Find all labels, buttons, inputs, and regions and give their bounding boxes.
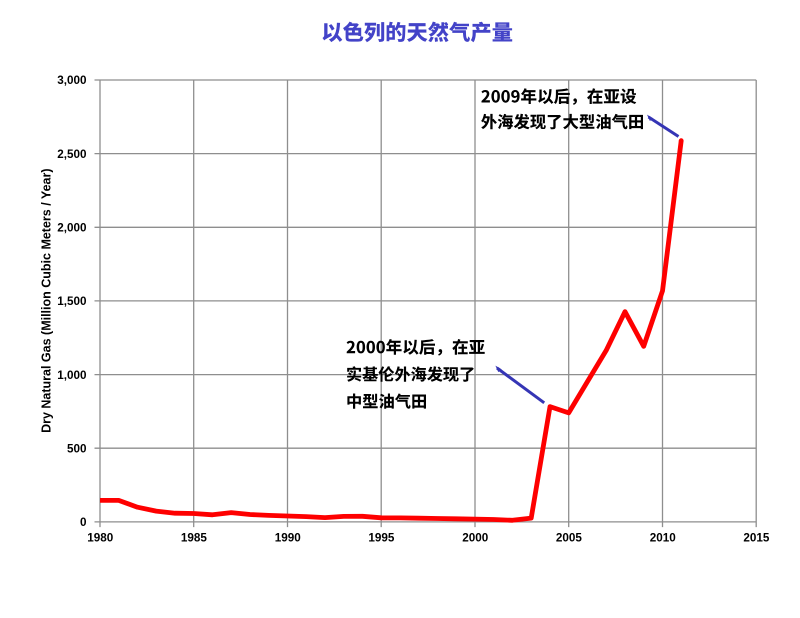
svg-text:1990: 1990 (275, 532, 302, 545)
svg-text:500: 500 (67, 442, 87, 455)
svg-text:1,500: 1,500 (57, 295, 87, 308)
svg-text:2005: 2005 (556, 532, 583, 545)
svg-text:3,000: 3,000 (57, 74, 87, 87)
svg-text:2000: 2000 (462, 532, 489, 545)
svg-text:Dry Natural Gas (Million Cubic: Dry Natural Gas (Million Cubic Meters / … (40, 168, 54, 432)
svg-text:1980: 1980 (87, 532, 114, 545)
svg-text:1985: 1985 (181, 532, 208, 545)
svg-text:2,000: 2,000 (57, 222, 87, 235)
svg-text:2010: 2010 (650, 532, 677, 545)
svg-text:1,000: 1,000 (57, 369, 87, 382)
svg-text:1995: 1995 (368, 532, 395, 545)
svg-text:2015: 2015 (743, 532, 770, 545)
svg-text:2,500: 2,500 (57, 148, 87, 161)
svg-text:0: 0 (80, 516, 87, 529)
